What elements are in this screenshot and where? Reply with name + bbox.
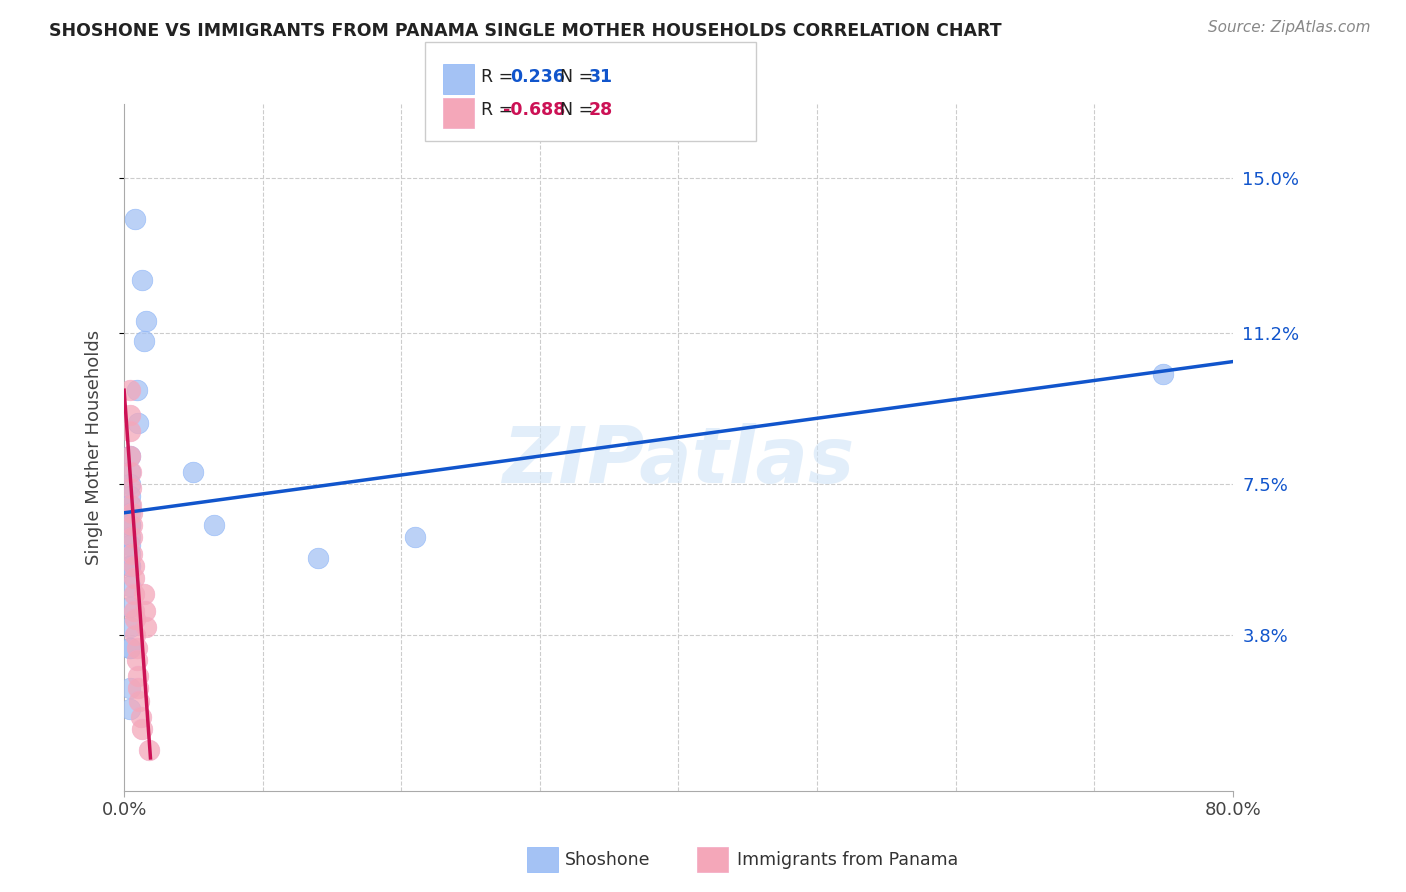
Point: [118, 383, 141, 397]
Text: -0.688: -0.688: [503, 101, 565, 119]
Point: [138, 743, 160, 757]
Point: [132, 334, 155, 348]
Point: [404, 530, 426, 544]
Point: [1153, 367, 1175, 381]
Point: [118, 599, 141, 614]
Point: [129, 710, 152, 724]
Text: 0.236: 0.236: [510, 68, 565, 86]
Point: [118, 490, 141, 504]
Point: [118, 681, 141, 696]
Point: [118, 558, 141, 573]
Point: [121, 506, 143, 520]
Point: [124, 628, 146, 642]
Point: [183, 465, 205, 479]
Point: [118, 539, 141, 553]
Point: [118, 449, 141, 463]
Point: [118, 449, 141, 463]
Point: [122, 587, 145, 601]
Point: [124, 612, 146, 626]
Point: [135, 314, 157, 328]
Point: [118, 498, 141, 512]
Point: [118, 518, 141, 533]
Point: [132, 587, 155, 601]
Point: [127, 669, 149, 683]
Point: [134, 604, 156, 618]
Point: [131, 723, 153, 737]
Text: R =: R =: [481, 68, 519, 86]
Text: Source: ZipAtlas.com: Source: ZipAtlas.com: [1208, 20, 1371, 35]
Point: [121, 547, 143, 561]
Point: [118, 640, 141, 655]
Point: [202, 518, 225, 533]
Point: [118, 518, 141, 533]
Point: [135, 620, 157, 634]
Point: [125, 640, 148, 655]
Point: [118, 424, 141, 438]
Point: [121, 530, 143, 544]
Point: [122, 571, 145, 585]
Text: SHOSHONE VS IMMIGRANTS FROM PANAMA SINGLE MOTHER HOUSEHOLDS CORRELATION CHART: SHOSHONE VS IMMIGRANTS FROM PANAMA SINGL…: [49, 22, 1002, 40]
Point: [118, 558, 141, 573]
Point: [118, 640, 141, 655]
Point: [118, 477, 141, 491]
Text: ZIPatlas: ZIPatlas: [502, 423, 855, 500]
Y-axis label: Single Mother Households: Single Mother Households: [86, 330, 103, 565]
Point: [118, 579, 141, 593]
Point: [120, 465, 142, 479]
Text: Shoshone: Shoshone: [565, 851, 651, 869]
Text: Immigrants from Panama: Immigrants from Panama: [737, 851, 957, 869]
Text: 31: 31: [589, 68, 613, 86]
Point: [118, 530, 141, 544]
Point: [118, 620, 141, 634]
Point: [122, 558, 145, 573]
Point: [118, 547, 141, 561]
Point: [127, 416, 149, 430]
Text: R =: R =: [481, 101, 519, 119]
Point: [307, 550, 329, 565]
Text: N =: N =: [560, 101, 599, 119]
Point: [124, 211, 146, 226]
Point: [118, 408, 141, 422]
Point: [131, 273, 153, 287]
Point: [118, 465, 141, 479]
Point: [118, 506, 141, 520]
Point: [122, 604, 145, 618]
Text: N =: N =: [560, 68, 599, 86]
Point: [118, 702, 141, 716]
Point: [127, 681, 149, 696]
Point: [120, 498, 142, 512]
Text: 28: 28: [589, 101, 613, 119]
Point: [128, 694, 150, 708]
Point: [121, 518, 143, 533]
Point: [125, 653, 148, 667]
Point: [120, 481, 142, 495]
Point: [125, 383, 148, 397]
